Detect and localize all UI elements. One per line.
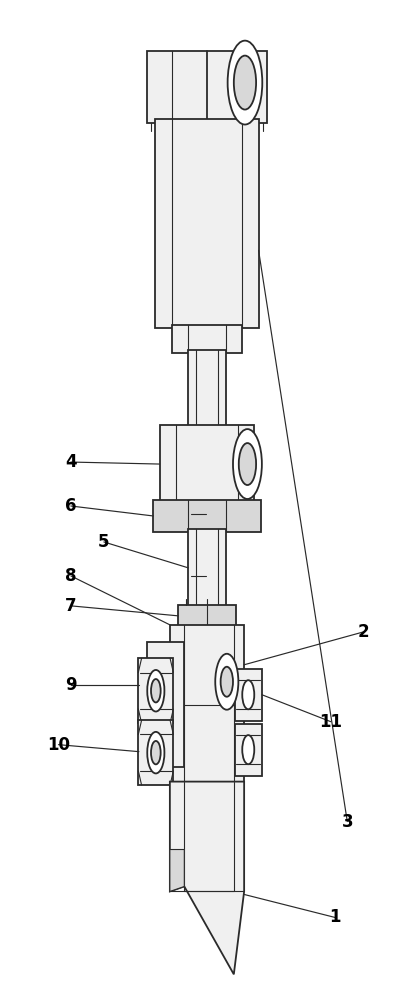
- Circle shape: [147, 670, 164, 712]
- Polygon shape: [169, 782, 244, 974]
- Bar: [138, 658, 173, 723]
- Circle shape: [242, 735, 254, 764]
- Text: 5: 5: [98, 533, 109, 551]
- Bar: [234, 669, 261, 721]
- Circle shape: [227, 41, 262, 125]
- Text: 7: 7: [65, 597, 76, 615]
- Circle shape: [147, 732, 164, 773]
- Text: 4: 4: [65, 453, 76, 471]
- Bar: [153, 500, 260, 532]
- Circle shape: [233, 56, 256, 110]
- Circle shape: [151, 741, 160, 764]
- Bar: [159, 425, 254, 503]
- Text: 6: 6: [65, 497, 76, 515]
- Circle shape: [151, 679, 160, 702]
- Circle shape: [233, 429, 261, 499]
- Bar: [147, 51, 266, 123]
- Circle shape: [220, 667, 233, 697]
- Bar: [188, 529, 225, 607]
- Bar: [138, 720, 173, 785]
- Bar: [171, 325, 242, 353]
- Text: 10: 10: [47, 736, 70, 754]
- Circle shape: [242, 680, 254, 709]
- Bar: [178, 605, 235, 627]
- Bar: [234, 724, 261, 776]
- Bar: [147, 642, 184, 767]
- Text: 9: 9: [65, 676, 76, 694]
- Text: 3: 3: [341, 813, 352, 831]
- Bar: [188, 350, 225, 427]
- Text: 8: 8: [65, 567, 76, 585]
- Text: 2: 2: [357, 623, 369, 641]
- Circle shape: [238, 443, 256, 485]
- Text: 1: 1: [328, 908, 340, 926]
- Bar: [155, 119, 258, 328]
- Circle shape: [215, 654, 238, 710]
- Polygon shape: [169, 850, 184, 891]
- Text: 11: 11: [318, 713, 342, 731]
- Bar: [169, 625, 244, 782]
